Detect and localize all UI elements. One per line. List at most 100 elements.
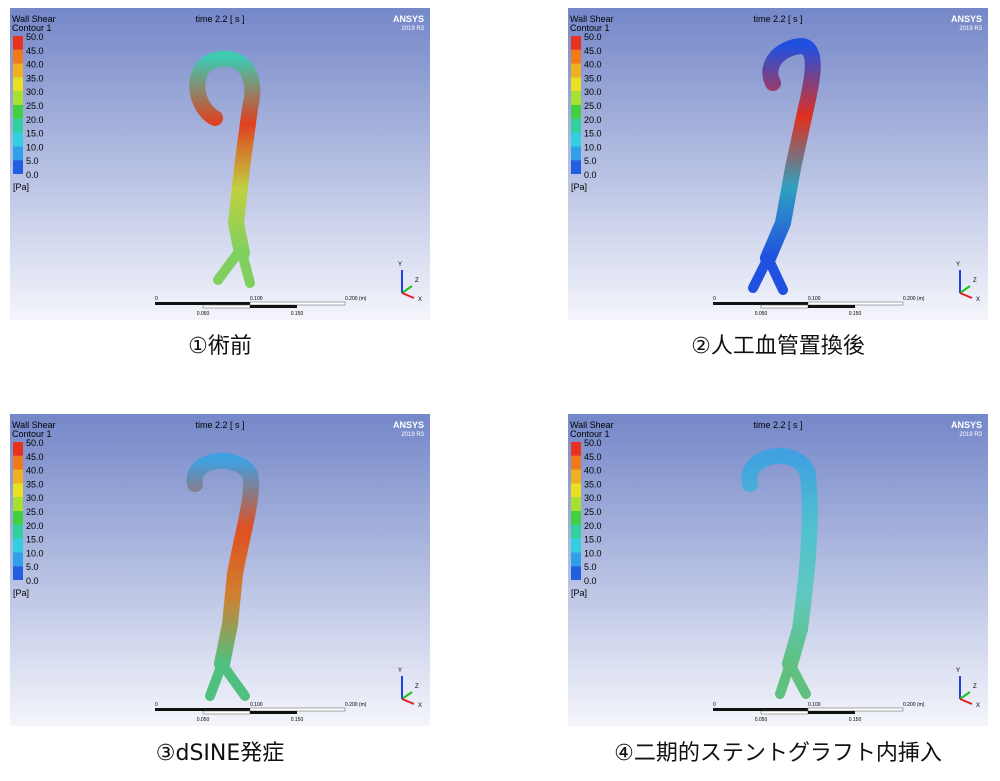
- legend-label: 0.0: [26, 576, 39, 586]
- scale-bar: [807, 301, 904, 306]
- legend-label: 45.0: [26, 46, 44, 56]
- legend-band: [571, 36, 581, 50]
- scale-label: 0.150: [849, 717, 862, 723]
- caption: ①術前: [188, 334, 252, 359]
- legend-label: 25.0: [584, 507, 602, 517]
- brand: ANSYS: [951, 420, 982, 430]
- vessel-branch: [217, 659, 250, 701]
- legend-label: 20.0: [26, 115, 44, 125]
- axis: [401, 285, 413, 294]
- scale-bar: [807, 707, 904, 712]
- legend-label: 50.0: [26, 32, 44, 42]
- scale-bar: [760, 710, 809, 715]
- legend-band: [571, 552, 581, 567]
- legend-label: 10.0: [26, 548, 44, 558]
- axis-label: Z: [973, 684, 977, 690]
- scale-label: 0: [155, 702, 158, 708]
- legend-label: 0.0: [26, 170, 39, 180]
- axis-label: X: [418, 297, 422, 303]
- scale-label: 0.050: [197, 717, 210, 723]
- legend-label: 40.0: [584, 60, 602, 70]
- header-title: Wall Shear: [12, 14, 56, 24]
- scale-label: 0.200 (m): [345, 296, 367, 302]
- legend-label: 45.0: [584, 452, 602, 462]
- legend-band: [571, 91, 581, 105]
- legend-band: [13, 552, 23, 567]
- legend-band: [13, 36, 23, 50]
- axis: [401, 691, 413, 700]
- legend-label: 45.0: [26, 452, 44, 462]
- scale-label: 0.100: [808, 702, 821, 708]
- legend-band: [571, 160, 581, 174]
- legend-band: [571, 524, 581, 539]
- scale-bar: [808, 711, 855, 714]
- legend-label: 20.0: [584, 115, 602, 125]
- legend-band: [13, 49, 23, 64]
- legend-band: [13, 118, 23, 133]
- scale-label: 0.100: [250, 296, 263, 302]
- legend-label: 5.0: [584, 156, 597, 166]
- legend-band: [571, 77, 581, 92]
- scale-label: 0.100: [808, 296, 821, 302]
- version: 2019 R3: [959, 432, 982, 438]
- version: 2019 R3: [401, 432, 424, 438]
- axis-label: Z: [973, 278, 977, 284]
- legend-band: [13, 160, 23, 174]
- version: 2019 R3: [401, 26, 424, 32]
- scale-label: 0.200 (m): [903, 296, 925, 302]
- axis: [959, 691, 971, 700]
- scale-bar: [202, 710, 251, 715]
- axis-label: Y: [956, 668, 960, 674]
- legend-label: 50.0: [584, 32, 602, 42]
- legend-band: [13, 511, 23, 525]
- scale-bar: [713, 708, 808, 711]
- scale-label: 0.150: [291, 717, 304, 723]
- scale-bar: [202, 304, 251, 309]
- legend-band: [13, 77, 23, 92]
- legend-band: [13, 469, 23, 484]
- legend-band: [13, 455, 23, 470]
- scale-bar: [713, 302, 808, 305]
- legend-band: [571, 63, 581, 78]
- legend-label: 10.0: [584, 142, 602, 152]
- scale-label: 0.200 (m): [345, 702, 367, 708]
- legend-band: [13, 146, 23, 161]
- legend-label: 5.0: [26, 156, 39, 166]
- vessel: [760, 38, 821, 266]
- legend-band: [13, 63, 23, 78]
- legend-label: 30.0: [26, 493, 44, 503]
- legend-label: 30.0: [584, 87, 602, 97]
- header-subtitle: Contour 1: [570, 429, 610, 439]
- legend-band: [571, 49, 581, 64]
- time-label: time 2.2 [ s ]: [753, 14, 802, 24]
- legend-label: 40.0: [26, 466, 44, 476]
- brand: ANSYS: [393, 14, 424, 24]
- scale-label: 0.050: [197, 311, 210, 317]
- header-title: Wall Shear: [570, 14, 614, 24]
- axis-label: Z: [415, 278, 419, 284]
- scale-label: 0.150: [291, 311, 304, 317]
- axis-label: X: [418, 703, 422, 709]
- legend-band: [571, 566, 581, 580]
- legend-band: [571, 483, 581, 498]
- version: 2019 R3: [959, 26, 982, 32]
- legend-band: [571, 105, 581, 119]
- legend-label: 25.0: [26, 101, 44, 111]
- legend-label: 40.0: [584, 466, 602, 476]
- legend-label: 10.0: [584, 548, 602, 558]
- caption: ④二期的ステントグラフト内挿入: [614, 741, 942, 766]
- scale-bar: [760, 304, 809, 309]
- legend-label: 50.0: [584, 438, 602, 448]
- legend-unit: [Pa]: [13, 182, 29, 192]
- header-subtitle: Contour 1: [12, 429, 52, 439]
- legend-unit: [Pa]: [571, 182, 587, 192]
- legend-label: 15.0: [584, 535, 602, 545]
- time-label: time 2.2 [ s ]: [195, 14, 244, 24]
- legend-unit: [Pa]: [13, 588, 29, 598]
- header-subtitle: Contour 1: [570, 23, 610, 33]
- axis-label: Z: [415, 684, 419, 690]
- time-label: time 2.2 [ s ]: [195, 420, 244, 430]
- legend-label: 35.0: [584, 73, 602, 83]
